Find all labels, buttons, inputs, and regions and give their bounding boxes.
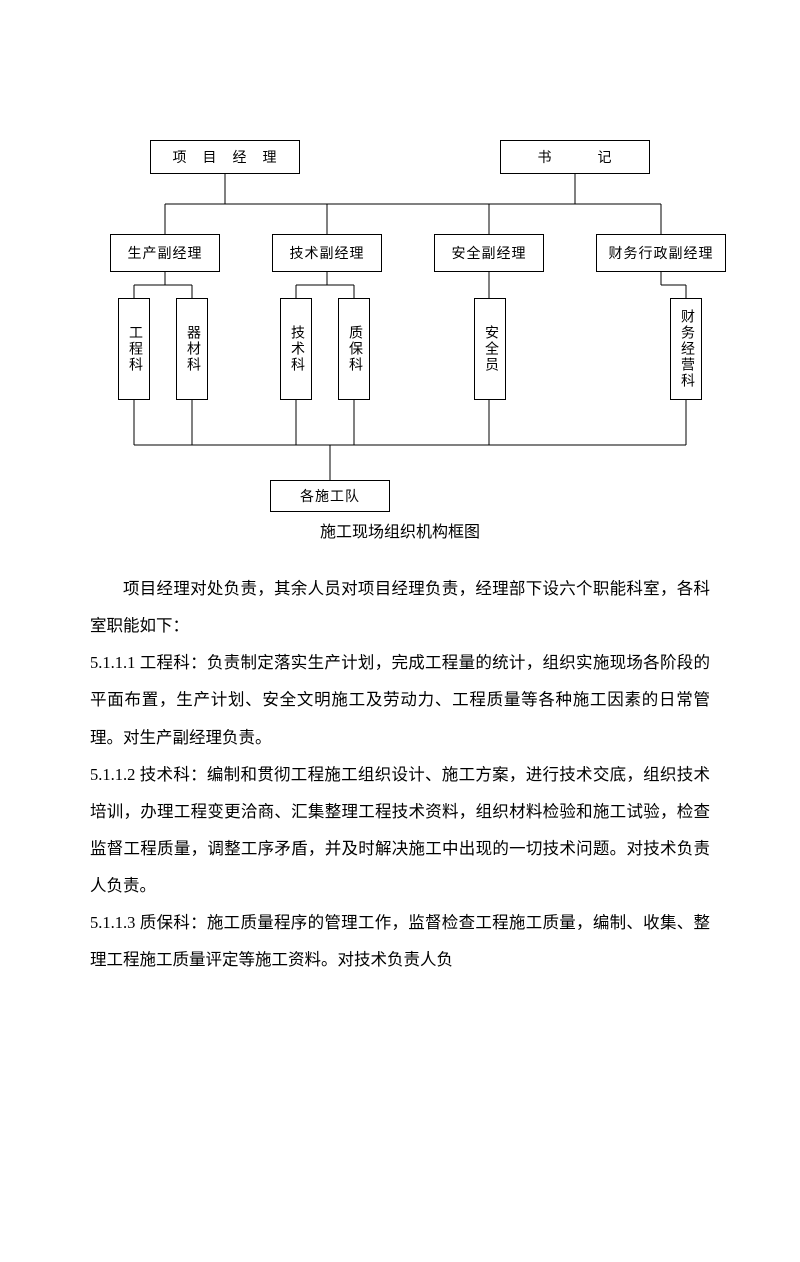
node-secretary: 书 记 xyxy=(500,140,650,174)
node-vp-production: 生产副经理 xyxy=(110,234,220,272)
node-dept-finance: 财务经营科 xyxy=(670,298,702,400)
node-label: 安全员 xyxy=(480,325,500,373)
node-label: 质保科 xyxy=(344,325,364,373)
node-label: 各施工队 xyxy=(300,486,360,506)
org-chart: 项 目 经 理 书 记 生产副经理 技术副经理 安全副经理 财务行政副经理 工程… xyxy=(0,130,800,560)
document-page: 项 目 经 理 书 记 生产副经理 技术副经理 安全副经理 财务行政副经理 工程… xyxy=(0,130,800,1262)
node-label: 器材科 xyxy=(182,325,202,373)
node-label: 财务行政副经理 xyxy=(609,243,714,263)
node-project-manager: 项 目 经 理 xyxy=(150,140,300,174)
node-dept-qa: 质保科 xyxy=(338,298,370,400)
node-label: 书 记 xyxy=(538,147,613,167)
node-vp-technical: 技术副经理 xyxy=(272,234,382,272)
node-label: 财务经营科 xyxy=(676,309,696,389)
paragraph-5-1-1-3: 5.1.1.3 质保科：施工质量程序的管理工作，监督检查工程施工质量，编制、收集… xyxy=(90,904,710,978)
node-label: 生产副经理 xyxy=(128,243,203,263)
node-label: 技术科 xyxy=(286,325,306,373)
paragraph-5-1-1-2: 5.1.1.2 技术科：编制和贯彻工程施工组织设计、施工方案，进行技术交底，组织… xyxy=(90,756,710,905)
body-text: 项目经理对处负责，其余人员对项目经理负责，经理部下设六个职能科室，各科室职能如下… xyxy=(0,560,800,978)
paragraph-intro: 项目经理对处负责，其余人员对项目经理负责，经理部下设六个职能科室，各科室职能如下… xyxy=(90,570,710,644)
node-vp-finance: 财务行政副经理 xyxy=(596,234,726,272)
node-teams: 各施工队 xyxy=(270,480,390,512)
paragraph-5-1-1-1: 5.1.1.1 工程科：负责制定落实生产计划，完成工程量的统计，组织实施现场各阶… xyxy=(90,644,710,755)
node-vp-safety: 安全副经理 xyxy=(434,234,544,272)
node-label: 项 目 经 理 xyxy=(173,147,278,167)
node-dept-safety: 安全员 xyxy=(474,298,506,400)
chart-caption: 施工现场组织机构框图 xyxy=(0,518,800,542)
node-dept-engineering: 工程科 xyxy=(118,298,150,400)
node-label: 安全副经理 xyxy=(452,243,527,263)
node-dept-technical: 技术科 xyxy=(280,298,312,400)
node-dept-equipment: 器材科 xyxy=(176,298,208,400)
node-label: 工程科 xyxy=(124,325,144,373)
node-label: 技术副经理 xyxy=(290,243,365,263)
